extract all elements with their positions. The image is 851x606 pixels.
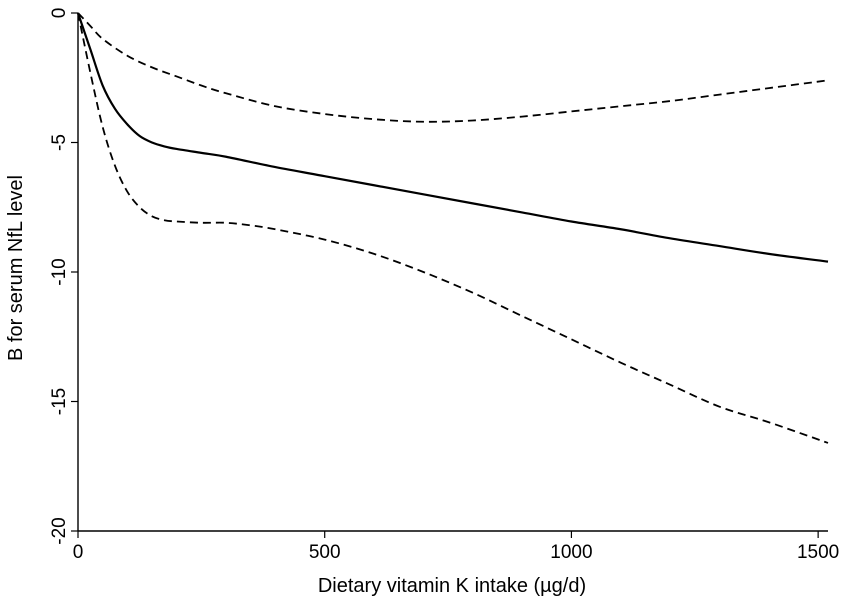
x-axis-title: Dietary vitamin K intake (µg/d) bbox=[318, 575, 586, 597]
y-tick-label: -20 bbox=[49, 517, 70, 544]
y-tick-label: 0 bbox=[49, 8, 70, 19]
upper-ci-line bbox=[77, 12, 829, 123]
axes: 0 500 1000 1500 0 -5 -10 -15 -20 bbox=[49, 8, 839, 563]
y-tick-label: -15 bbox=[49, 388, 70, 415]
lower-ci-line bbox=[77, 12, 829, 444]
y-tick-label: -10 bbox=[49, 258, 70, 285]
series-layer bbox=[76, 12, 829, 444]
x-tick-label: 1000 bbox=[550, 542, 592, 563]
x-tick-label: 500 bbox=[309, 542, 341, 563]
x-tick-label: 0 bbox=[73, 542, 84, 563]
y-tick-label: -5 bbox=[49, 134, 70, 151]
y-axis-title: B for serum NfL level bbox=[5, 175, 27, 361]
estimate-line bbox=[76, 12, 829, 263]
x-tick-label: 1500 bbox=[797, 542, 839, 563]
